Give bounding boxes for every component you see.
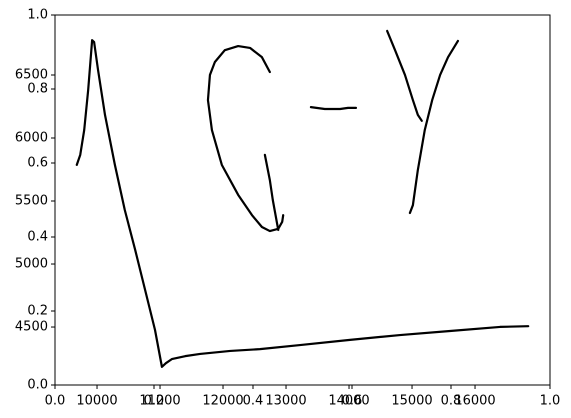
x-tick-label: 0.8 <box>441 394 462 409</box>
line <box>309 106 358 111</box>
x-tick-label: 12000 <box>202 394 243 409</box>
y-tick-label: 0.6 <box>27 156 48 171</box>
x-tick-label: 16000 <box>454 394 495 409</box>
axes-frame <box>54 14 551 386</box>
y-tick-label: 1.0 <box>27 8 48 23</box>
y-tick-label: 0.0 <box>27 378 48 393</box>
y-tick-label: 4500 <box>15 320 48 335</box>
x-tick-label: 0.0 <box>45 394 66 409</box>
x-tick-label: 0.2 <box>144 394 165 409</box>
line <box>75 39 530 368</box>
y-tick-label: 0.4 <box>27 230 48 245</box>
y-tick-label: 6500 <box>15 67 48 82</box>
x-tick-label: 10000 <box>76 394 117 409</box>
x-tick-label: 14000 <box>328 394 369 409</box>
line <box>386 29 423 122</box>
line <box>408 39 460 215</box>
x-tick-label: 0.6 <box>342 394 363 409</box>
y-tick-label: 5000 <box>15 257 48 272</box>
y-tick-label: 0.8 <box>27 82 48 97</box>
x-tick-label: 0.4 <box>243 394 264 409</box>
x-tick-label: 13000 <box>265 394 306 409</box>
y-tick-label: 0.2 <box>27 304 48 319</box>
line <box>206 44 285 233</box>
y-tick-label: 6000 <box>15 130 48 145</box>
x-tick-label: 11000 <box>139 394 180 409</box>
x-tick-label: 1.0 <box>540 394 561 409</box>
y-tick-label: 5500 <box>15 194 48 209</box>
x-tick-label: 15000 <box>391 394 432 409</box>
line <box>263 153 280 232</box>
